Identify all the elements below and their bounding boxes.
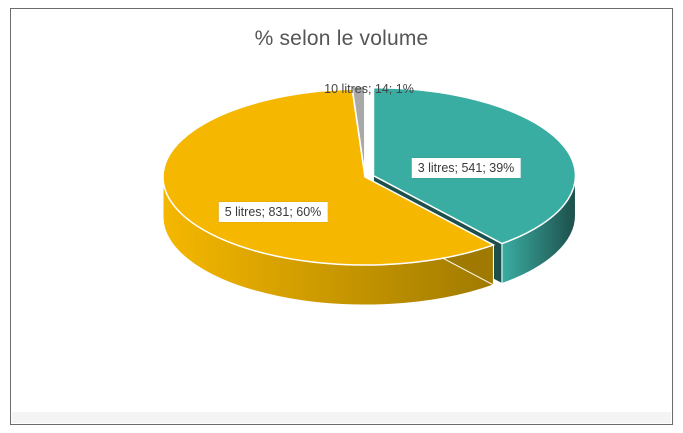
bottom-strip bbox=[12, 412, 671, 423]
data-label-10-litres: 10 litres; 14; 1% bbox=[324, 82, 414, 96]
chart-frame: % selon le volume 3 litres; 541; 39% 5 li… bbox=[10, 8, 673, 425]
data-label-5-litres: 5 litres; 831; 60% bbox=[218, 202, 328, 222]
pie-chart bbox=[162, 85, 577, 306]
pie-slice-10-litres bbox=[351, 85, 366, 175]
data-label-3-litres: 3 litres; 541; 39% bbox=[411, 158, 521, 178]
chart-title: % selon le volume bbox=[254, 27, 429, 50]
